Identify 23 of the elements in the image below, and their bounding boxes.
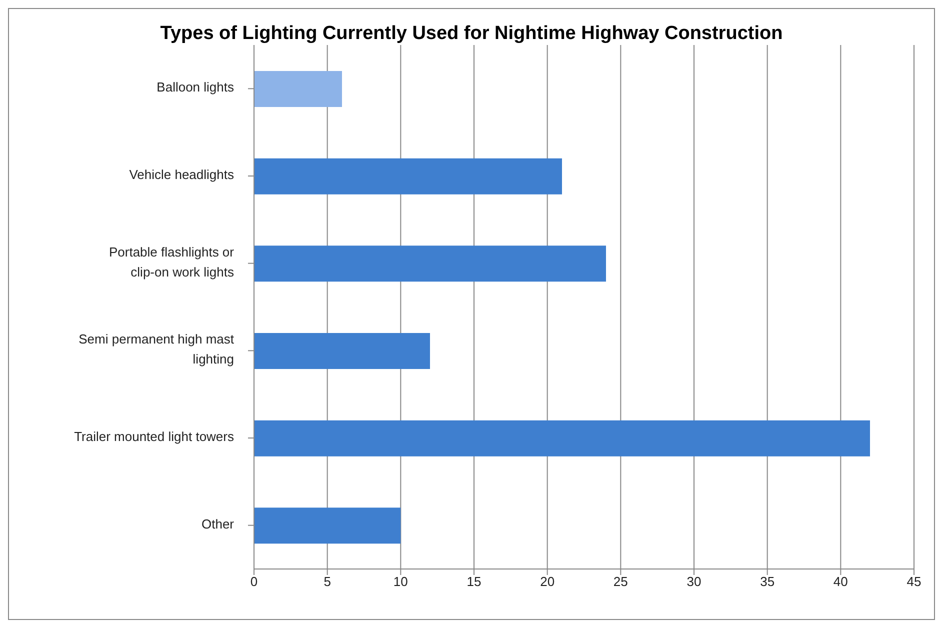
bar xyxy=(254,158,562,194)
y-tick-label: Trailer mounted light towers xyxy=(74,429,234,444)
y-tick-label: Semi permanent high mast lighting xyxy=(78,332,234,368)
y-tick-label: Portable flashlights or clip-on work lights xyxy=(108,244,235,280)
x-tick-label: 30 xyxy=(686,574,702,590)
x-tick-label: 20 xyxy=(540,574,555,590)
x-tick-label: 10 xyxy=(393,574,408,590)
x-tick-label: 0 xyxy=(250,574,258,590)
x-tick-label: 40 xyxy=(833,574,848,590)
y-tick-label: Balloon lights xyxy=(156,80,234,96)
x-tick-label: 35 xyxy=(760,574,775,590)
x-tick-label: 15 xyxy=(466,574,482,590)
bar xyxy=(254,71,342,107)
x-tick-label: 45 xyxy=(906,574,922,590)
chart-title: Types of Lighting Currently Used for Nightime Highway Construction xyxy=(159,23,784,45)
y-tick-label: Other xyxy=(201,516,235,532)
bar xyxy=(254,333,430,369)
x-tick-label: 5 xyxy=(324,574,331,590)
bar xyxy=(254,246,606,282)
bar xyxy=(254,420,870,456)
bar xyxy=(254,508,401,544)
x-tick-label: 25 xyxy=(613,574,628,590)
y-tick-label: Vehicle headlights xyxy=(129,167,234,182)
